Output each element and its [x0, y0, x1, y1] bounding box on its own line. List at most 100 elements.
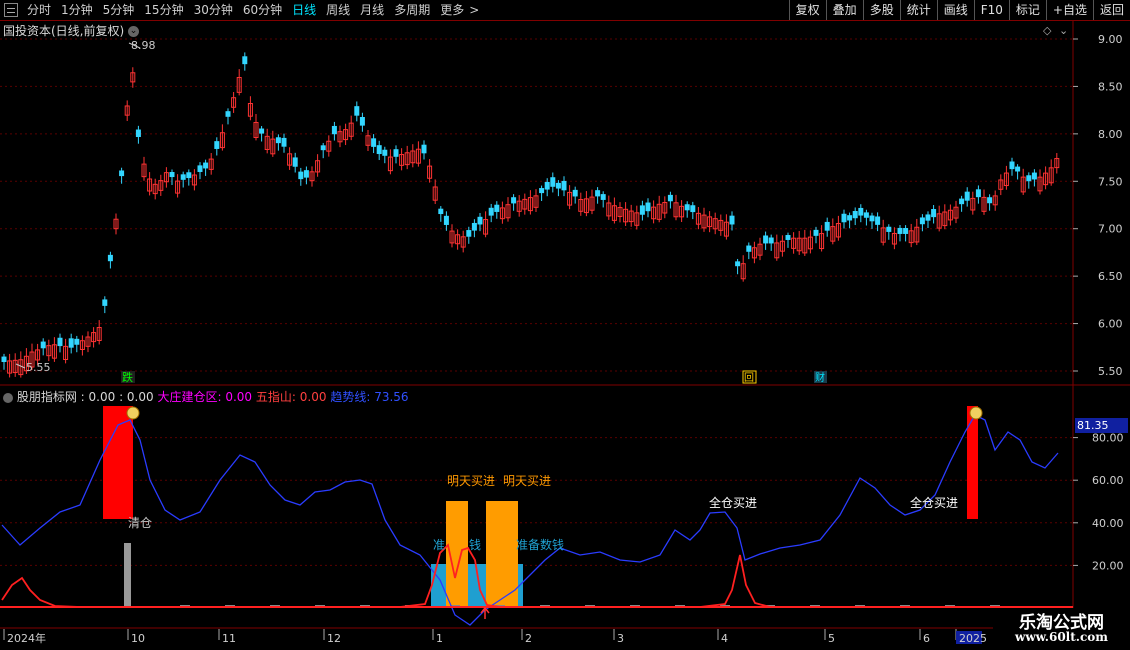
period-tab[interactable]: 周线 — [326, 3, 351, 17]
period-tab[interactable]: 日线 — [292, 3, 317, 17]
current-value-badge: 81.35 — [1075, 418, 1128, 433]
candle-body — [404, 152, 410, 166]
prepare-annotation: 准 — [433, 538, 446, 552]
period-tab[interactable]: 1分钟 — [61, 3, 93, 17]
indicator-item-label: 趋势线: — [330, 390, 371, 404]
time-axis-label: 1 — [436, 632, 443, 645]
candle-body — [281, 137, 287, 147]
candle-body — [488, 207, 494, 216]
candle-body — [191, 174, 197, 186]
indicator-axis-label: 40.00 — [1092, 517, 1124, 530]
buy-bar — [967, 406, 978, 519]
price-axis-label: 6.50 — [1098, 270, 1123, 283]
candle-body — [751, 247, 757, 259]
candle-body — [438, 208, 444, 215]
toolbar-button[interactable]: 标记 — [1008, 0, 1046, 20]
toolbar-button[interactable]: 叠加 — [825, 0, 863, 20]
indicator-axis-label: 80.00 — [1092, 432, 1124, 445]
candle-body — [975, 189, 981, 198]
period-toolbar: 分时 1分钟 5分钟 15分钟 30分钟 60分钟 日线 周线 月线 多周期 更多 > 复权 叠加 多股统… — [0, 0, 1130, 21]
stock-title[interactable]: 国投资本(日线,前复权) ⌄ — [3, 22, 140, 39]
candle-body — [735, 261, 741, 267]
indicator-values: : 0.00 : 0.00 — [80, 390, 154, 404]
candle-body — [667, 194, 673, 202]
candle-body — [214, 141, 220, 149]
candle-body — [158, 180, 164, 191]
candle-body — [432, 186, 438, 201]
candle-body — [516, 200, 522, 212]
candle-body — [393, 149, 399, 157]
candle-body — [673, 202, 679, 218]
candle-body — [572, 189, 578, 197]
candle-body — [953, 206, 959, 219]
menu-icon[interactable] — [4, 3, 18, 17]
candle-body — [494, 204, 500, 212]
toolbar-button[interactable]: 画线 — [936, 0, 974, 20]
money-bag-icon — [126, 406, 140, 420]
price-axis: 9.00 8.50 8.00 7.50 7.00 6.50 6.00 5.50 — [1073, 33, 1123, 378]
marker-return-box — [742, 370, 757, 384]
period-tab[interactable]: 5分钟 — [102, 3, 135, 17]
marker-finance[interactable]: 财 — [815, 371, 825, 384]
chevron-right-icon[interactable]: > — [469, 3, 480, 17]
time-axis-label: 5 — [828, 632, 835, 645]
candle-body — [348, 122, 354, 137]
marker-down[interactable]: 跌 — [122, 370, 133, 384]
toolbar-button[interactable]: 复权 — [788, 0, 826, 20]
candle-body — [679, 205, 685, 218]
candle-body — [85, 336, 91, 347]
candle-body — [707, 216, 713, 228]
toolbar-button[interactable]: 多股 — [862, 0, 900, 20]
candle-body — [242, 56, 248, 65]
toolbar-button[interactable]: 统计 — [899, 0, 937, 20]
diamond-icon[interactable]: ◇ — [1043, 24, 1052, 37]
period-tab[interactable]: 多周期 — [394, 3, 431, 17]
period-tab[interactable]: 30分钟 — [193, 3, 233, 17]
toolbar-button[interactable]: F10 — [973, 0, 1009, 20]
period-tab[interactable]: 月线 — [360, 3, 385, 17]
grid-lines — [0, 38, 1073, 566]
trend-line — [1, 414, 1059, 626]
toolbar-button[interactable]: 返回 — [1092, 0, 1130, 20]
indicator-axis-label: 60.00 — [1092, 474, 1124, 487]
candle-body — [791, 237, 797, 249]
candle-body — [505, 204, 511, 219]
candle-body — [141, 163, 147, 178]
indicator-menu-icon[interactable] — [3, 392, 13, 403]
time-axis-label: 3 — [617, 632, 624, 645]
period-tab[interactable]: 60分钟 — [242, 3, 283, 17]
candle-body — [656, 203, 662, 220]
candle-body — [1020, 176, 1026, 193]
toolbar-button[interactable]: +自选 — [1045, 0, 1093, 20]
candle-body — [841, 213, 847, 223]
time-axis-label: 2 — [525, 632, 532, 645]
up-arrow-icon — [480, 606, 490, 619]
candle-body — [533, 195, 539, 208]
period-tab[interactable]: 15分钟 — [144, 3, 184, 17]
candle-body — [147, 178, 153, 192]
candle-body — [908, 230, 914, 244]
candle-body — [365, 135, 371, 146]
candle-body — [180, 174, 186, 180]
candle-body — [1031, 172, 1037, 180]
candle-body — [460, 236, 466, 248]
period-tab[interactable]: 更多 — [440, 3, 465, 17]
indicator-title[interactable]: 股朋指标网 : 0.00 : 0.00 大庄建仓区: 0.00 五指山: 0.0… — [3, 388, 409, 405]
stock-title-text: 国投资本(日线,前复权) — [3, 24, 125, 38]
period-tab[interactable]: 分时 — [27, 3, 52, 17]
candle-body — [63, 345, 69, 361]
candle-body — [807, 236, 813, 250]
candle-body — [309, 171, 315, 182]
candlesticks — [1, 52, 1060, 378]
candle-body — [583, 198, 589, 214]
chevron-down-icon[interactable]: ⌄ — [1059, 24, 1068, 37]
candle-body — [186, 172, 192, 179]
candle-body — [169, 172, 175, 178]
price-axis-label: 7.50 — [1098, 175, 1123, 188]
chevron-down-icon[interactable]: ⌄ — [128, 26, 140, 37]
marker-return[interactable]: 回 — [744, 372, 754, 384]
candle-body — [135, 129, 141, 138]
sell-bar — [103, 406, 133, 519]
indicator-item-value: 0.00 — [225, 390, 253, 404]
